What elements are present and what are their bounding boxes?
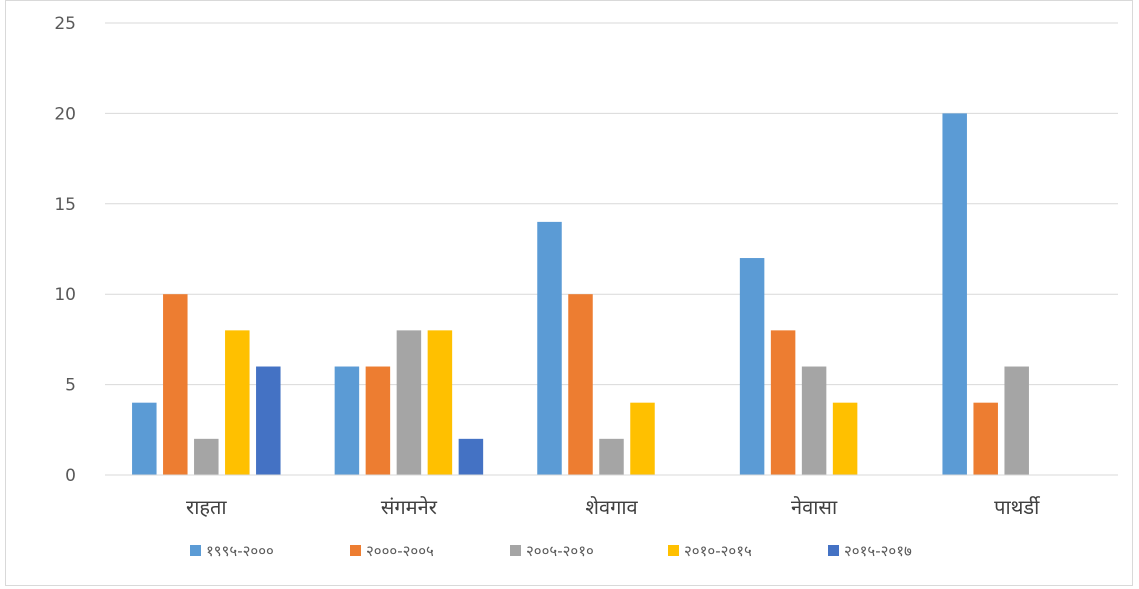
bar [801, 366, 827, 475]
bar [365, 366, 391, 475]
y-tick-label: 15 [54, 195, 76, 215]
x-category-label: संगमनेर [381, 495, 438, 519]
legend-swatch [350, 545, 361, 556]
bar [427, 330, 453, 475]
x-category-label: नेवासा [791, 495, 838, 519]
x-axis-category-labels: राहता संगमनेर शेवगाव नेवासा पाथर्डी [186, 495, 1040, 519]
x-category-label: राहता [186, 495, 227, 519]
legend: १९९५-२००० २०००-२००५ २००५-२०१० २०१०-२०१५ २०१५… [190, 542, 912, 560]
bar [1004, 366, 1029, 475]
legend-item: १९९५-२००० [190, 542, 274, 560]
bars [132, 113, 1029, 476]
bar [630, 402, 655, 475]
legend-label: २०१०-२०१५ [684, 542, 752, 560]
legend-item: २०००-२००५ [350, 542, 434, 560]
bar [599, 438, 624, 475]
bar [194, 438, 219, 475]
x-category-label: शेवगाव [585, 495, 638, 519]
bar [458, 438, 484, 475]
bar [163, 294, 188, 475]
legend-swatch [668, 545, 679, 556]
bar [225, 330, 250, 475]
legend-label: १९९५-२००० [206, 542, 274, 560]
y-tick-label: 5 [65, 376, 76, 396]
bar [537, 221, 562, 475]
legend-swatch [190, 545, 201, 556]
y-tick-label: 25 [54, 14, 76, 34]
bar [568, 294, 593, 475]
legend-label: २०१५-२०१७ [844, 542, 912, 560]
y-tick-label: 10 [54, 285, 76, 305]
legend-swatch [828, 545, 839, 556]
bar [739, 258, 765, 475]
bar [832, 402, 858, 475]
legend-item: २०१०-२०१५ [668, 542, 752, 560]
y-axis-tick-labels: 0 5 10 15 20 25 [54, 14, 76, 486]
legend-label: २००५-२०१० [526, 542, 594, 560]
legend-label: २०००-२००५ [366, 542, 434, 560]
bar [770, 330, 796, 475]
bar [256, 366, 281, 475]
legend-item: २००५-२०१० [510, 542, 594, 560]
legend-swatch [510, 545, 521, 556]
y-tick-label: 20 [54, 104, 76, 124]
bar [973, 402, 998, 475]
bar [396, 330, 422, 475]
bar [334, 366, 360, 475]
y-tick-label: 0 [65, 466, 76, 486]
bar [132, 402, 157, 475]
bar [942, 113, 967, 476]
legend-item: २०१५-२०१७ [828, 542, 912, 560]
x-category-label: पाथर्डी [994, 495, 1040, 519]
